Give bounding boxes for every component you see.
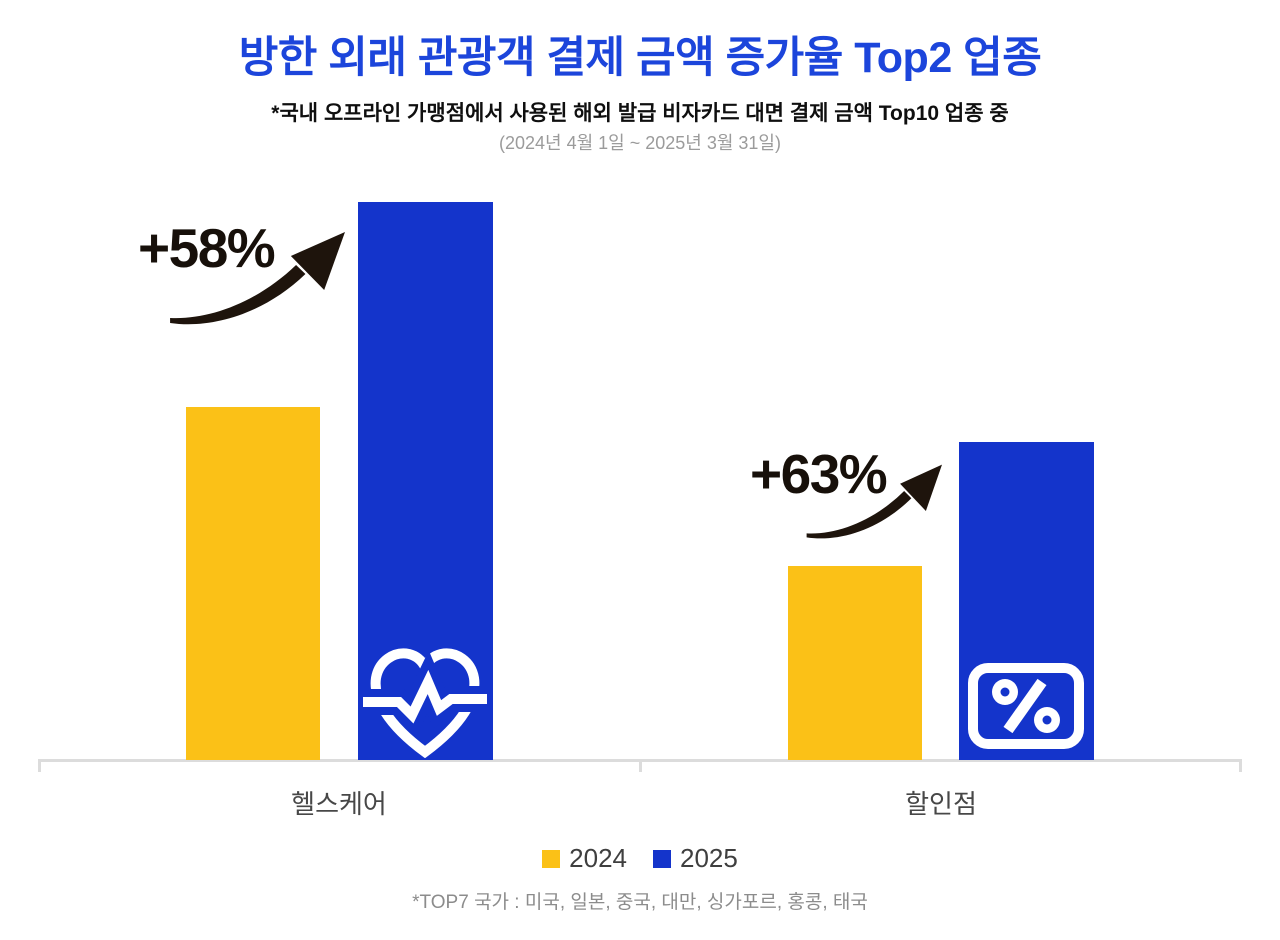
- category-label-discount: 할인점: [905, 789, 977, 819]
- legend-swatch-2025: [653, 849, 671, 868]
- growth-annotation-healthcare: +58%: [138, 217, 276, 279]
- page-title: 방한 외래 관광객 결제 금액 증가율 Top2 업종: [238, 34, 1042, 82]
- legend-label-2024: 2024: [569, 843, 627, 873]
- axis-tick: [38, 759, 41, 772]
- growth-arrow-icon: [170, 232, 345, 325]
- bar-discount-2024: [788, 566, 922, 760]
- axis-tick: [1239, 759, 1242, 772]
- legend: 2024 2025: [0, 843, 1280, 874]
- legend-label-2025: 2025: [680, 843, 738, 873]
- top7-countries-footnote: *TOP7 국가 : 미국, 일본, 중국, 대만, 싱가포르, 홍콩, 태국: [412, 892, 868, 913]
- date-range-note: (2024년 4월 1일 ~ 2025년 3월 31일): [498, 133, 781, 153]
- axis-tick: [639, 759, 642, 772]
- growth-arrow-icon: [806, 464, 942, 539]
- category-label-healthcare: 헬스케어: [291, 789, 387, 819]
- legend-item-2025: 2025: [653, 843, 738, 874]
- legend-swatch-2024: [542, 849, 561, 868]
- bar-healthcare-2024: [186, 407, 320, 760]
- heartbeat-icon: [363, 648, 487, 758]
- growth-annotation-discount: +63%: [750, 443, 888, 505]
- chart-subtitle: *국내 오프라인 가맹점에서 사용된 해외 발급 비자카드 대면 결제 금액 T…: [271, 102, 1009, 125]
- percent-icon: [968, 663, 1084, 749]
- legend-item-2024: 2024: [542, 843, 627, 874]
